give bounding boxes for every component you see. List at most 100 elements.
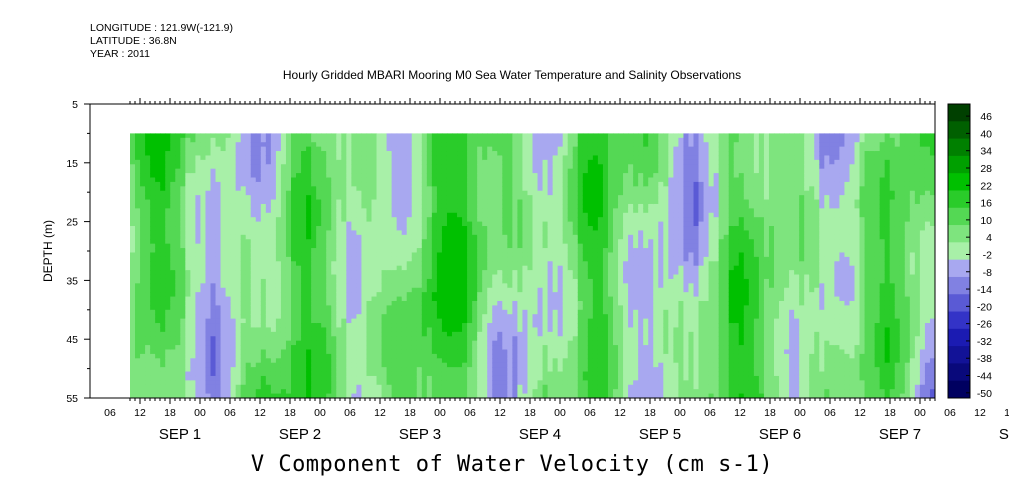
heatmap-cell: [487, 256, 493, 262]
heatmap-cell: [467, 331, 473, 337]
heatmap-cell: [316, 142, 322, 148]
heatmap-cell: [270, 164, 277, 170]
heatmap-cell: [200, 380, 207, 386]
heatmap-cell: [326, 287, 332, 293]
heatmap-cell: [260, 230, 267, 236]
heatmap-cell: [356, 384, 363, 390]
heatmap-cell: [371, 305, 378, 311]
heatmap-cell: [301, 327, 307, 333]
heatmap-cell: [431, 362, 438, 368]
heatmap-cell: [416, 283, 423, 289]
heatmap-cell: [225, 173, 232, 179]
heatmap-cell: [301, 133, 307, 139]
heatmap-cell: [230, 137, 237, 143]
heatmap-cell: [210, 283, 217, 289]
heatmap-cell: [195, 349, 202, 355]
heatmap-cell: [472, 203, 478, 209]
heatmap-cell: [441, 261, 448, 267]
heatmap-cell: [301, 384, 307, 390]
heatmap-cell: [260, 146, 267, 152]
heatmap-cell: [401, 367, 408, 373]
heatmap-cell: [406, 190, 413, 196]
heatmap-cell: [401, 375, 408, 381]
heatmap-cell: [341, 375, 347, 381]
heatmap-cell: [502, 151, 508, 157]
heatmap-cell: [487, 212, 493, 218]
heatmap-cell: [346, 296, 352, 302]
heatmap-cell: [185, 358, 191, 364]
heatmap-cell: [517, 371, 524, 377]
heatmap-cell: [190, 208, 197, 214]
heatmap-cell: [351, 336, 358, 342]
heatmap-cell: [185, 265, 191, 271]
heatmap-cell: [346, 274, 352, 280]
heatmap-cell: [366, 234, 373, 240]
heatmap-cell: [497, 195, 503, 201]
heatmap-cell: [326, 261, 332, 267]
heatmap-cell: [356, 212, 363, 218]
heatmap-cell: [452, 327, 458, 333]
heatmap-cell: [547, 186, 554, 192]
heatmap-cell: [472, 296, 478, 302]
heatmap-cell: [150, 345, 156, 351]
heatmap-cell: [436, 203, 443, 209]
heatmap-cell: [522, 345, 529, 351]
heatmap-cell: [431, 336, 438, 342]
heatmap-cell: [462, 300, 468, 306]
heatmap-cell: [406, 234, 413, 240]
heatmap-cell: [487, 181, 493, 187]
heatmap-cell: [150, 305, 156, 311]
heatmap-cell: [411, 137, 418, 143]
heatmap-cell: [446, 190, 453, 196]
heatmap-cell: [200, 274, 207, 280]
heatmap-cell: [321, 278, 327, 284]
heatmap-cell: [341, 336, 347, 342]
heatmap-cell: [482, 353, 488, 359]
heatmap-cell: [285, 177, 292, 183]
heatmap-cell: [190, 256, 197, 262]
heatmap-cell: [346, 349, 352, 355]
heatmap-cell: [316, 265, 322, 271]
heatmap-cell: [366, 314, 373, 320]
heatmap-cell: [507, 230, 513, 236]
heatmap-cell: [275, 203, 282, 209]
heatmap-cell: [446, 151, 453, 157]
heatmap-cell: [260, 151, 267, 157]
heatmap-cell: [230, 318, 237, 324]
heatmap-cell: [517, 314, 524, 320]
heatmap-cell: [411, 208, 418, 214]
heatmap-cell: [356, 305, 363, 311]
heatmap-cell: [341, 230, 347, 236]
heatmap-cell: [160, 265, 166, 271]
heatmap-cell: [391, 327, 398, 333]
heatmap-cell: [321, 261, 327, 267]
heatmap-cell: [140, 393, 146, 398]
heatmap-cell: [457, 384, 463, 390]
heatmap-cell: [190, 278, 197, 284]
heatmap-cell: [311, 327, 317, 333]
heatmap-cell: [391, 270, 398, 276]
heatmap-cell: [547, 173, 554, 179]
heatmap-cell: [160, 243, 166, 249]
heatmap-cell: [487, 217, 493, 223]
heatmap-cell: [170, 389, 176, 395]
heatmap-cell: [401, 353, 408, 359]
heatmap-cell: [351, 217, 358, 223]
heatmap-cell: [280, 371, 287, 377]
heatmap-cell: [477, 362, 483, 368]
heatmap-cell: [356, 195, 363, 201]
heatmap-cell: [205, 146, 212, 152]
heatmap-cell: [391, 278, 398, 284]
heatmap-cell: [270, 345, 277, 351]
heatmap-cell: [245, 274, 252, 280]
heatmap-cell: [185, 323, 191, 329]
heatmap-cell: [205, 300, 212, 306]
heatmap-cell: [165, 199, 171, 205]
heatmap-cell: [457, 212, 463, 218]
heatmap-cell: [381, 318, 388, 324]
heatmap-cell: [376, 283, 383, 289]
heatmap-cell: [160, 380, 166, 386]
heatmap-cell: [155, 345, 161, 351]
heatmap-cell: [130, 199, 136, 205]
heatmap-cell: [396, 142, 403, 148]
